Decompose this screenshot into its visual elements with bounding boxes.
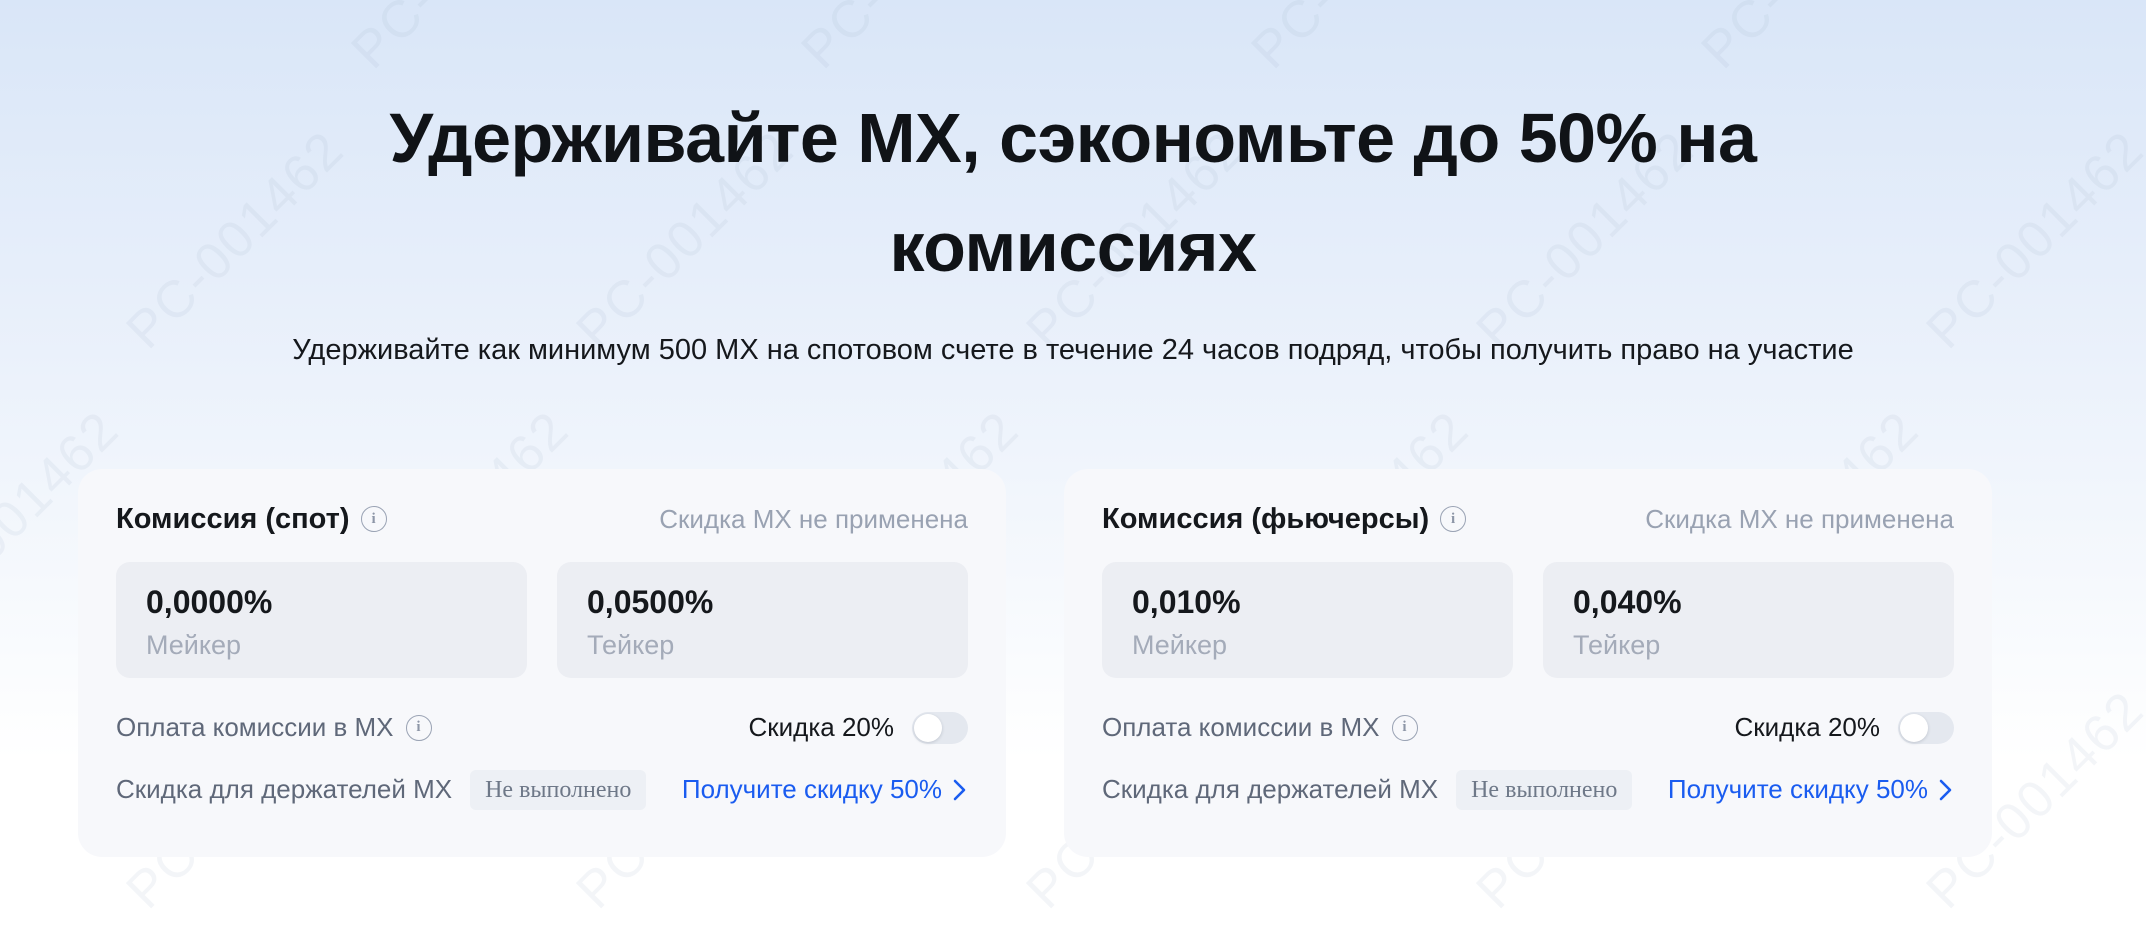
taker-fee-box: 0,0500% Тейкер	[557, 561, 968, 678]
spot-fee-card: Комиссия (спот) i Скидка MX не применена…	[78, 468, 1006, 857]
card-title: Комиссия (фьючерсы)	[1102, 502, 1430, 535]
taker-fee-box: 0,040% Тейкер	[1543, 561, 1954, 678]
get-discount-link[interactable]: Получите скидку 50%	[682, 774, 968, 805]
mx-holder-label: Скидка для держателей MX	[116, 774, 453, 805]
hero-section: Удерживайте MX, сэкономьте до 50% на ком…	[0, 0, 2146, 373]
fee-boxes: 0,010% Мейкер 0,040% Тейкер	[1102, 561, 1954, 678]
chevron-right-icon	[1939, 779, 1952, 801]
status-badge: Не выполнено	[1456, 769, 1633, 811]
mx-holder-label: Скидка для держателей MX	[1102, 774, 1439, 805]
taker-fee-value: 0,0500%	[587, 583, 714, 620]
futures-fee-card: Комиссия (фьючерсы) i Скидка MX не приме…	[1064, 468, 1992, 857]
toggle-knob	[914, 713, 942, 742]
maker-fee-box: 0,010% Мейкер	[1102, 561, 1513, 678]
maker-fee-box: 0,0000% Мейкер	[116, 561, 527, 678]
chevron-right-icon	[953, 779, 966, 801]
mx-fee-toggle[interactable]	[1898, 711, 1954, 744]
info-icon[interactable]: i	[1440, 506, 1467, 532]
discount-20-label: Скидка 20%	[748, 712, 894, 742]
card-title: Комиссия (спот)	[116, 502, 350, 535]
card-header: Комиссия (спот) i Скидка MX не применена	[116, 503, 968, 536]
fee-boxes: 0,0000% Мейкер 0,0500% Тейкер	[116, 561, 968, 678]
taker-fee-label: Тейкер	[587, 629, 675, 660]
maker-fee-value: 0,0000%	[146, 583, 273, 620]
mx-holder-row: Скидка для держателей MX Не выполнено По…	[116, 769, 968, 811]
maker-fee-label: Мейкер	[1132, 629, 1228, 660]
mx-holder-row: Скидка для держателей MX Не выполнено По…	[1102, 769, 1954, 811]
fee-cards-row: Комиссия (спот) i Скидка MX не применена…	[78, 468, 2146, 857]
taker-fee-value: 0,040%	[1573, 583, 1682, 620]
status-badge: Не выполнено	[470, 769, 647, 811]
maker-fee-label: Мейкер	[146, 629, 242, 660]
mx-fee-toggle[interactable]	[912, 711, 968, 744]
pay-in-mx-row: Оплата комиссии в MX i Скидка 20%	[116, 711, 968, 744]
discount-20-label: Скидка 20%	[1734, 712, 1880, 742]
info-icon[interactable]: i	[1391, 714, 1418, 741]
info-icon[interactable]: i	[405, 714, 432, 741]
pay-in-mx-row: Оплата комиссии в MX i Скидка 20%	[1102, 711, 1954, 744]
mx-discount-status: Скидка MX не применена	[1645, 503, 1954, 534]
pay-in-mx-label: Оплата комиссии в MX	[1102, 712, 1380, 742]
page-title: Удерживайте MX, сэкономьте до 50% на ком…	[389, 99, 1757, 286]
pay-in-mx-label: Оплата комиссии в MX	[116, 712, 394, 742]
toggle-knob	[1900, 713, 1928, 742]
get-discount-link-label: Получите скидку 50%	[681, 774, 942, 805]
info-icon[interactable]: i	[360, 506, 387, 532]
page-subtitle: Удерживайте как минимум 500 MX на спотов…	[292, 334, 1854, 366]
card-header: Комиссия (фьючерсы) i Скидка MX не приме…	[1102, 503, 1954, 536]
taker-fee-label: Тейкер	[1573, 629, 1661, 660]
mx-discount-status: Скидка MX не применена	[659, 503, 968, 534]
get-discount-link[interactable]: Получите скидку 50%	[1668, 774, 1954, 805]
maker-fee-value: 0,010%	[1132, 583, 1241, 620]
get-discount-link-label: Получите скидку 50%	[1667, 774, 1928, 805]
